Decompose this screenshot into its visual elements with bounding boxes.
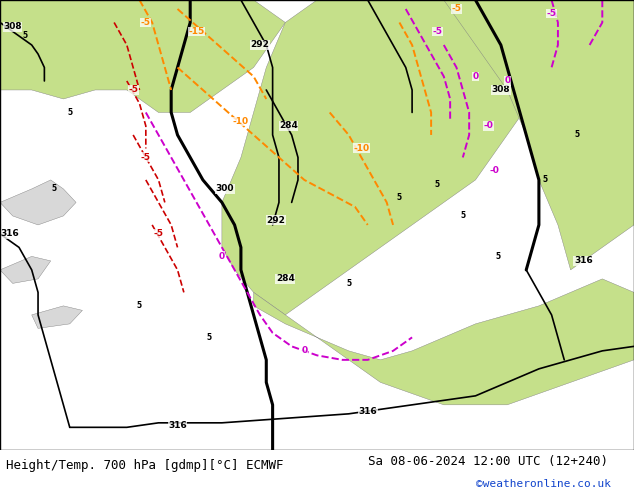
Text: 5: 5: [435, 180, 440, 189]
Text: 0: 0: [472, 72, 479, 81]
Text: -5: -5: [432, 27, 443, 36]
Text: 316: 316: [358, 407, 377, 416]
Text: -5: -5: [141, 18, 151, 27]
Text: 292: 292: [266, 216, 285, 225]
Text: 292: 292: [250, 41, 269, 49]
Text: 5: 5: [460, 211, 465, 220]
Text: -0: -0: [483, 122, 493, 130]
Polygon shape: [0, 180, 76, 225]
Text: -5: -5: [547, 9, 557, 18]
Polygon shape: [254, 279, 634, 405]
Polygon shape: [32, 306, 82, 328]
Polygon shape: [222, 0, 539, 315]
Text: -10: -10: [353, 144, 370, 153]
Text: 308: 308: [3, 23, 22, 31]
Polygon shape: [0, 0, 285, 112]
Text: 316: 316: [0, 229, 19, 239]
Text: Sa 08-06-2024 12:00 UTC (12+240): Sa 08-06-2024 12:00 UTC (12+240): [368, 455, 608, 468]
Text: 0: 0: [301, 346, 307, 355]
Text: 284: 284: [279, 122, 298, 130]
Text: 5: 5: [23, 31, 28, 41]
Text: -5: -5: [128, 85, 138, 95]
Text: 5: 5: [574, 130, 579, 140]
Text: -15: -15: [188, 27, 205, 36]
Text: 284: 284: [276, 274, 295, 283]
Text: 5: 5: [543, 175, 548, 184]
Text: 308: 308: [491, 85, 510, 95]
Text: 300: 300: [216, 184, 235, 194]
Text: 5: 5: [207, 333, 212, 342]
Text: 0: 0: [504, 76, 510, 85]
Text: ©weatheronline.co.uk: ©weatheronline.co.uk: [476, 479, 611, 489]
Text: 316: 316: [168, 420, 187, 430]
Text: 5: 5: [495, 252, 500, 261]
Bar: [0, 0, 634, 450]
Text: -10: -10: [233, 117, 249, 126]
Text: -0: -0: [489, 167, 500, 175]
Text: -5: -5: [153, 229, 164, 239]
Text: 5: 5: [67, 108, 72, 117]
Text: 5: 5: [397, 194, 402, 202]
Text: -5: -5: [451, 4, 462, 14]
Text: 5: 5: [51, 184, 56, 194]
Text: 5: 5: [346, 279, 351, 288]
Text: Height/Temp. 700 hPa [gdmp][°C] ECMWF: Height/Temp. 700 hPa [gdmp][°C] ECMWF: [6, 460, 284, 472]
Text: 316: 316: [574, 256, 593, 266]
Polygon shape: [0, 256, 51, 283]
Text: 0: 0: [219, 252, 225, 261]
Polygon shape: [444, 0, 634, 270]
Text: -5: -5: [141, 153, 151, 162]
Text: 5: 5: [137, 301, 142, 310]
